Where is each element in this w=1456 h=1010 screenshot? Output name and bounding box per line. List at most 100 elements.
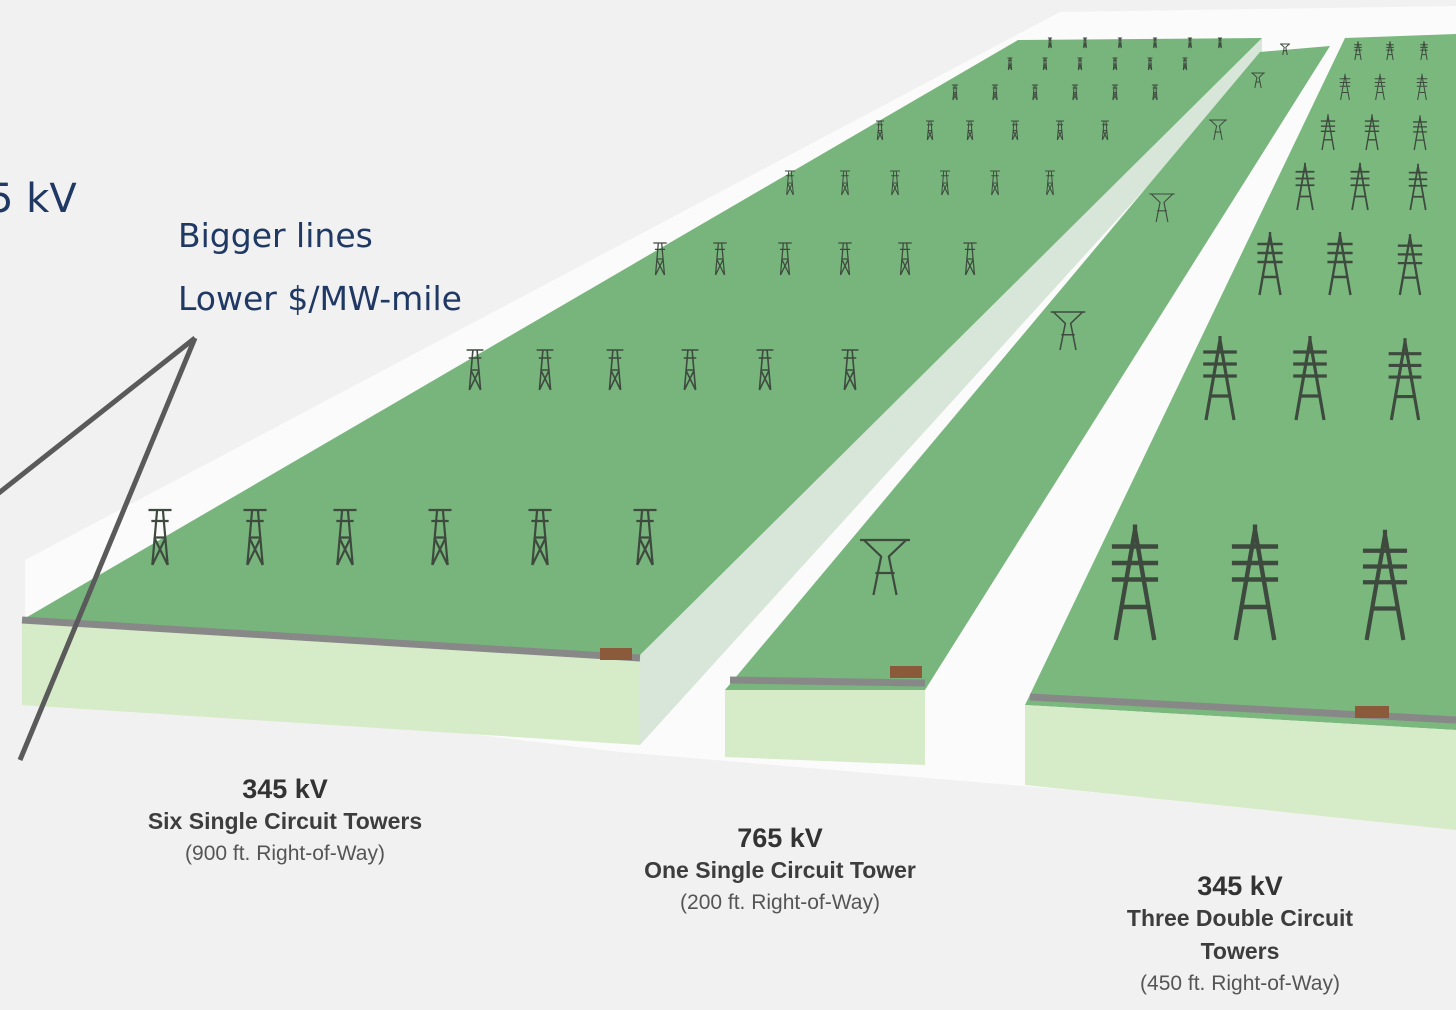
corridor-1-road <box>21 616 641 662</box>
corridor-3-right-of-way: (450 ft. Right-of-Way) <box>1140 972 1340 995</box>
transmission-tower-icon <box>713 242 727 276</box>
transmission-tower-icon <box>1147 57 1153 71</box>
callout-line-1: Bigger lines <box>178 216 373 255</box>
transmission-tower-icon <box>784 170 796 196</box>
transmission-tower-icon <box>1320 114 1336 151</box>
transmission-tower-icon <box>989 170 1001 196</box>
transmission-tower-icon <box>1208 119 1228 141</box>
transmission-tower-icon <box>898 242 912 276</box>
transmission-tower-icon <box>1420 41 1428 61</box>
transmission-tower-icon <box>333 508 357 566</box>
transmission-tower-icon <box>1152 37 1158 49</box>
transmission-tower-icon <box>1044 170 1056 196</box>
transmission-tower-icon <box>1257 232 1283 296</box>
transmission-tower-icon <box>1182 57 1188 71</box>
transmission-tower-icon <box>1217 37 1223 49</box>
transmission-tower-icon <box>1011 120 1019 141</box>
transmission-tower-icon <box>926 120 934 141</box>
corridor-2-front <box>725 690 925 765</box>
transmission-tower-icon <box>1408 163 1428 211</box>
transmission-tower-icon <box>1413 115 1427 151</box>
transmission-tower-icon <box>1386 41 1394 61</box>
corridor-3-front <box>1025 705 1456 830</box>
callout-pointer-line <box>0 336 197 496</box>
transmission-tower-icon <box>1007 57 1013 71</box>
corridor-1-green <box>22 38 1262 655</box>
transmission-tower-icon <box>1082 37 1088 49</box>
transmission-tower-icon <box>1111 524 1159 641</box>
corridor-3-green <box>1025 34 1456 730</box>
transmission-tower-icon <box>148 508 172 566</box>
transmission-tower-icon <box>1149 193 1175 223</box>
transmission-tower-icon <box>838 242 852 276</box>
transmission-tower-icon <box>1251 72 1265 89</box>
transmission-tower-icon <box>428 508 452 566</box>
corridor-1-caption: 345 kV Six Single Circuit Towers (900 ft… <box>70 773 500 869</box>
transmission-tower-icon <box>1364 114 1380 151</box>
transmission-tower-icon <box>1117 37 1123 49</box>
transmission-tower-icon <box>1187 37 1193 49</box>
corridor-1-voltage: 345 kV <box>242 774 328 804</box>
transmission-tower-icon <box>466 349 484 391</box>
transmission-tower-icon <box>243 508 267 566</box>
transmission-tower-icon <box>1101 120 1109 141</box>
callout-line-2: Lower $/MW-mile <box>178 279 462 318</box>
transmission-tower-icon <box>1279 43 1291 56</box>
corridor-3-voltage: 345 kV <box>1197 871 1283 901</box>
corridor-2-right-of-way: (200 ft. Right-of-Way) <box>680 891 880 914</box>
transmission-tower-icon <box>1362 529 1408 641</box>
transmission-tower-icon <box>1042 57 1048 71</box>
transmission-tower-icon <box>681 349 699 391</box>
transmission-tower-icon <box>756 349 774 391</box>
corridor-3-caption: 345 kV Three Double Circuit Towers (450 … <box>1060 870 1420 999</box>
transmission-tower-icon <box>1031 84 1039 101</box>
transmission-tower-icon <box>1203 336 1237 421</box>
vehicle <box>1355 706 1389 718</box>
corridor-1-description: Six Single Circuit Towers <box>147 808 423 834</box>
transmission-tower-icon <box>1047 37 1053 49</box>
transmission-tower-icon <box>1111 84 1119 101</box>
transmission-tower-icon <box>1151 84 1159 101</box>
transmission-tower-icon <box>1293 336 1327 421</box>
transmission-tower-icon <box>1388 338 1422 421</box>
transmission-tower-icon <box>991 84 999 101</box>
transmission-tower-icon <box>841 349 859 391</box>
partial-voltage-heading: 5 kV <box>0 176 77 222</box>
vehicle <box>600 648 632 660</box>
transmission-tower-icon <box>963 242 977 276</box>
corridor-3-description-line-1: Three Double Circuit <box>1126 905 1354 931</box>
transmission-tower-icon <box>839 170 851 196</box>
transmission-tower-icon <box>1056 120 1064 141</box>
transmission-tower-icon <box>653 242 667 276</box>
transmission-tower-icon <box>536 349 554 391</box>
callout-pointer-line <box>17 337 198 761</box>
corridor-1-right-of-way: (900 ft. Right-of-Way) <box>185 842 385 865</box>
transmission-tower-icon <box>951 84 959 101</box>
corridor-2-description: One Single Circuit Tower <box>644 857 916 883</box>
corridor-2-voltage: 765 kV <box>737 823 823 853</box>
transmission-tower-icon <box>1077 57 1083 71</box>
corridor-2-caption: 765 kV One Single Circuit Tower (200 ft.… <box>570 822 990 918</box>
corridor-3-description-line-2: Towers <box>1200 938 1280 964</box>
transmission-tower-icon <box>939 170 951 196</box>
transmission-tower-icon <box>966 120 974 141</box>
transmission-tower-icon <box>1327 232 1353 296</box>
tower-group <box>148 37 1428 641</box>
transmission-tower-icon <box>1071 84 1079 101</box>
transmission-tower-icon <box>1374 73 1386 101</box>
transmission-tower-icon <box>876 120 884 141</box>
transmission-tower-icon <box>1354 41 1362 61</box>
transmission-tower-icon <box>889 170 901 196</box>
transmission-tower-icon <box>1397 234 1423 296</box>
transmission-tower-icon <box>1050 311 1086 351</box>
corridor-2-green <box>725 46 1330 690</box>
corridor-2-road <box>729 676 926 687</box>
transmission-tower-icon <box>778 242 792 276</box>
transmission-tower-icon <box>1416 73 1428 101</box>
transmission-tower-icon <box>859 538 911 596</box>
transmission-tower-icon <box>633 508 657 566</box>
transmission-tower-icon <box>1350 162 1370 211</box>
vehicle <box>890 666 922 678</box>
transmission-tower-icon <box>606 349 624 391</box>
